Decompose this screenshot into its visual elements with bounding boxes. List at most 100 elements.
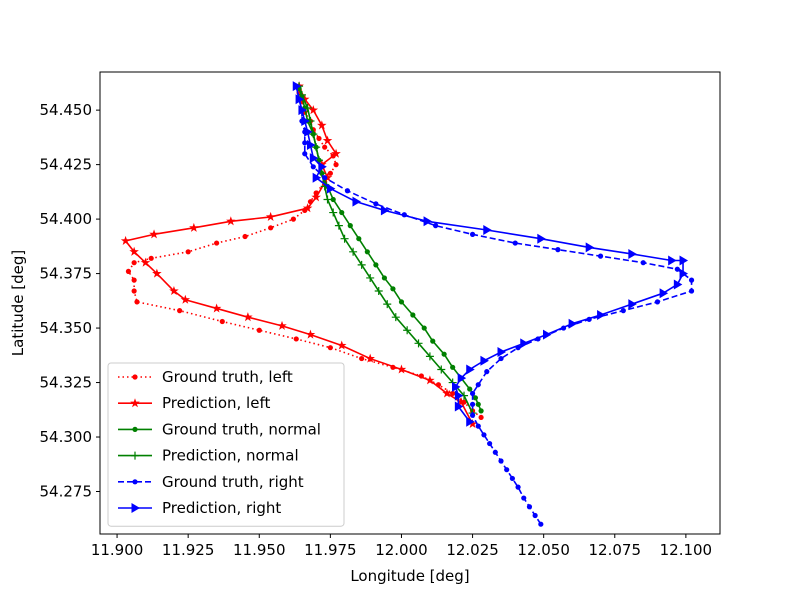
data-point: [532, 512, 538, 519]
data-point: [469, 231, 476, 237]
data-point: [340, 234, 349, 243]
data-point: [330, 196, 336, 203]
data-point: [357, 260, 366, 269]
data-point: [298, 105, 307, 116]
legend-label: Prediction, left: [162, 394, 270, 412]
data-point: [339, 209, 345, 216]
data-point: [659, 288, 669, 299]
data-point: [302, 151, 308, 157]
y-tick-label: 54.450: [40, 101, 93, 119]
data-point: [441, 351, 447, 357]
data-point: [467, 386, 473, 392]
data-point: [366, 273, 375, 282]
data-point: [293, 336, 299, 342]
data-point: [322, 135, 333, 145]
data-point: [303, 103, 312, 112]
data-point: [120, 235, 131, 245]
legend-label: Ground truth, left: [162, 368, 293, 386]
data-point: [256, 327, 262, 333]
data-point: [140, 257, 151, 267]
data-point: [456, 397, 466, 407]
data-point: [131, 288, 137, 294]
data-point: [515, 484, 521, 490]
data-point: [359, 355, 365, 362]
data-point: [390, 286, 396, 292]
y-tick-label: 54.275: [40, 483, 93, 501]
x-axis: 11.900 11.925 11.950 11.975 12.000 12.025 12.0…: [91, 534, 712, 559]
data-point: [316, 135, 322, 142]
legend-marker: [132, 426, 138, 432]
data-point: [326, 183, 336, 194]
data-point: [152, 268, 162, 278]
data-point: [333, 162, 339, 168]
legend-box: [107, 362, 345, 527]
data-point: [537, 233, 546, 244]
data-point: [383, 300, 392, 309]
data-point: [492, 449, 498, 455]
legend-marker: [132, 374, 138, 380]
data-point: [410, 312, 416, 318]
data-point: [478, 408, 484, 414]
data-point: [312, 143, 321, 152]
data-point: [295, 94, 305, 105]
x-tick-label: 12.075: [589, 541, 642, 559]
data-point: [292, 81, 302, 92]
data-point: [302, 140, 308, 146]
data-point: [344, 188, 351, 194]
y-axis: 54.275 54.300 54.325 54.350 54.375 54.400 54.4…: [40, 101, 100, 501]
x-tick-label: 12.000: [375, 541, 428, 559]
data-point: [373, 262, 379, 268]
data-point: [327, 170, 333, 176]
legend-label: Prediction, right: [162, 499, 281, 517]
data-point: [555, 247, 561, 253]
y-axis-label: Latitude [deg]: [9, 250, 27, 356]
data-point: [304, 126, 313, 137]
data-point: [457, 373, 467, 384]
data-point: [688, 288, 695, 294]
legend: Ground truth, left Prediction, left Ground…: [107, 362, 345, 527]
data-point: [242, 233, 248, 240]
data-point: [129, 246, 139, 256]
data-point: [668, 255, 677, 266]
data-point: [180, 294, 191, 304]
data-point: [265, 211, 276, 221]
data-point: [425, 352, 434, 361]
data-point: [480, 355, 489, 366]
data-point: [189, 222, 199, 232]
data-point: [300, 94, 310, 104]
data-point: [322, 175, 328, 181]
x-tick-label: 11.950: [233, 541, 286, 559]
data-point: [679, 268, 689, 279]
data-point: [521, 495, 527, 501]
data-point: [169, 286, 179, 296]
data-point: [301, 116, 310, 127]
data-point: [442, 388, 452, 398]
legend-label: Prediction, normal: [162, 447, 299, 465]
data-point: [349, 247, 358, 256]
x-tick-label: 12.050: [517, 541, 570, 559]
series-prediction-right: [292, 81, 689, 427]
data-point: [309, 153, 319, 164]
data-point: [543, 329, 552, 340]
data-point: [679, 255, 689, 266]
data-point: [497, 347, 507, 358]
data-point: [322, 144, 328, 150]
data-point: [504, 467, 510, 473]
data-point: [305, 329, 316, 339]
data-point: [475, 382, 481, 388]
data-point: [620, 308, 626, 314]
data-point: [466, 416, 475, 427]
legend-marker: [131, 451, 139, 460]
data-point: [478, 414, 484, 421]
series-prediction-normal: [295, 82, 477, 418]
data-point: [306, 140, 316, 151]
data-point: [219, 318, 225, 325]
legend-marker: [132, 479, 138, 485]
data-point: [308, 105, 319, 115]
data-point: [568, 318, 578, 329]
data-point: [475, 401, 481, 407]
data-point: [131, 260, 137, 266]
data-point: [454, 390, 464, 401]
data-point: [487, 440, 493, 447]
x-tick-label: 12.100: [660, 541, 713, 559]
